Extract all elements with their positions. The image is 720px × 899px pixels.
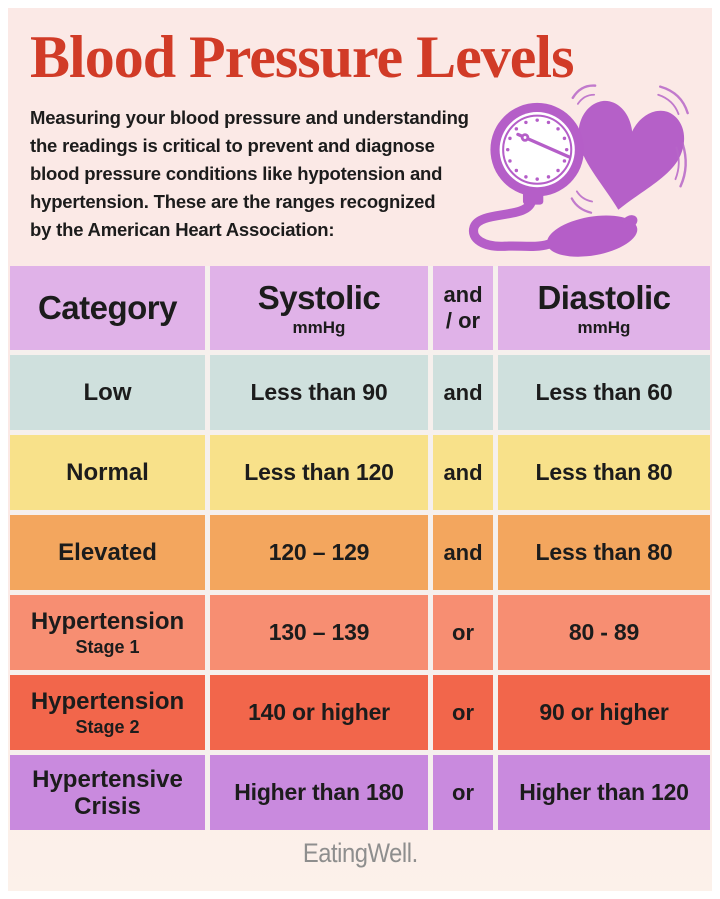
header-conjunction: and / or xyxy=(433,266,493,350)
row-normal-category: Normal xyxy=(10,435,205,510)
header-conjunction-line1: and xyxy=(443,282,483,307)
intro-line: Measuring your blood pressure and unders… xyxy=(30,107,469,128)
category-label: Hypertension xyxy=(30,687,185,715)
row-elevated-systolic: 120 – 129 xyxy=(210,515,428,590)
gauge-needle xyxy=(516,132,571,159)
diastolic-value: 90 or higher xyxy=(539,699,669,725)
header-conjunction-line2: / or xyxy=(445,308,481,333)
header-category: Category xyxy=(10,266,205,350)
category-label: Elevated xyxy=(58,539,157,566)
row-hypertension1-systolic: 130 – 139 xyxy=(210,595,428,670)
row-normal-systolic: Less than 120 xyxy=(210,435,428,510)
row-low-conjunction: and xyxy=(433,355,493,430)
header-systolic-label: Systolic xyxy=(257,278,381,316)
intro-text: Measuring your blood pressure and unders… xyxy=(30,104,469,244)
row-hypertension1-diastolic: 80 - 89 xyxy=(498,595,710,670)
intro-line: hypertension. These are the ranges recog… xyxy=(30,191,436,212)
row-crisis-diastolic: Higher than 120 xyxy=(498,755,710,830)
systolic-value: Less than 120 xyxy=(244,459,394,485)
blood-pressure-gauge-heart-illustration xyxy=(468,84,689,257)
systolic-value: Higher than 180 xyxy=(234,779,404,805)
row-hypertension2-category: Hypertension Stage 2 xyxy=(10,675,205,750)
brand-footer: EatingWell. xyxy=(8,838,712,869)
systolic-value: 140 or higher xyxy=(248,699,390,725)
conjunction-value: or xyxy=(452,619,474,645)
blood-pressure-table: Category Systolic mmHg and / or Diastoli… xyxy=(10,266,710,830)
header-diastolic-label: Diastolic xyxy=(537,278,671,316)
category-label: Low xyxy=(83,379,132,406)
gauge-tick-dots xyxy=(505,118,569,181)
row-hypertension2-systolic: 140 or higher xyxy=(210,675,428,750)
row-hypertension2-diastolic: 90 or higher xyxy=(498,675,710,750)
row-low-diastolic: Less than 60 xyxy=(498,355,710,430)
row-normal-conjunction: and xyxy=(433,435,493,510)
intro-line: blood pressure conditions like hypotensi… xyxy=(30,163,443,184)
systolic-value: 130 – 139 xyxy=(268,619,370,645)
row-elevated-diastolic: Less than 80 xyxy=(498,515,710,590)
category-sublabel: Stage 2 xyxy=(75,716,140,737)
row-crisis-systolic: Higher than 180 xyxy=(210,755,428,830)
row-normal-diastolic: Less than 80 xyxy=(498,435,710,510)
row-hypertension2-conjunction: or xyxy=(433,675,493,750)
row-crisis-category: Hypertensive Crisis xyxy=(10,755,205,830)
row-crisis-conjunction: or xyxy=(433,755,493,830)
conjunction-value: and xyxy=(443,459,483,485)
category-label: Normal xyxy=(66,459,149,486)
header-systolic: Systolic mmHg xyxy=(210,266,428,350)
row-elevated-conjunction: and xyxy=(433,515,493,590)
header-systolic-unit: mmHg xyxy=(292,317,346,337)
gauge-tube xyxy=(468,197,553,251)
page-title: Blood Pressure Levels xyxy=(30,24,574,90)
intro-line: by the American Heart Association: xyxy=(30,219,335,240)
systolic-value: 120 – 129 xyxy=(268,539,370,565)
conjunction-value: and xyxy=(443,379,483,405)
row-elevated-category: Elevated xyxy=(10,515,205,590)
conjunction-value: and xyxy=(443,539,483,565)
diastolic-value: Less than 60 xyxy=(535,379,673,405)
category-label: Hypertensive Crisis xyxy=(32,765,183,820)
header-diastolic-unit: mmHg xyxy=(577,317,631,337)
row-hypertension1-category: Hypertension Stage 1 xyxy=(10,595,205,670)
conjunction-value: or xyxy=(452,779,474,805)
bulb-nozzle xyxy=(622,215,638,229)
pressure-gauge-icon xyxy=(468,102,638,257)
infographic-background: Blood Pressure Levels Measuring your blo… xyxy=(8,8,712,891)
pump-bulb xyxy=(546,215,638,257)
systolic-value: Less than 90 xyxy=(250,379,388,405)
header-category-label: Category xyxy=(37,289,178,326)
row-low-systolic: Less than 90 xyxy=(210,355,428,430)
intro-line: the readings is critical to prevent and … xyxy=(30,135,435,156)
category-label: Hypertension xyxy=(30,607,185,635)
heartbeat-motion-lines xyxy=(570,84,689,214)
diastolic-value: Higher than 120 xyxy=(519,779,689,805)
category-sublabel: Stage 1 xyxy=(75,636,140,657)
diastolic-value: Less than 80 xyxy=(535,539,673,565)
heart-icon xyxy=(570,84,689,214)
diastolic-value: 80 - 89 xyxy=(568,619,640,645)
row-hypertension1-conjunction: or xyxy=(433,595,493,670)
diastolic-value: Less than 80 xyxy=(535,459,673,485)
row-low-category: Low xyxy=(10,355,205,430)
header-diastolic: Diastolic mmHg xyxy=(498,266,710,350)
brand-logo: EatingWell. xyxy=(302,838,418,868)
conjunction-value: or xyxy=(452,699,474,725)
